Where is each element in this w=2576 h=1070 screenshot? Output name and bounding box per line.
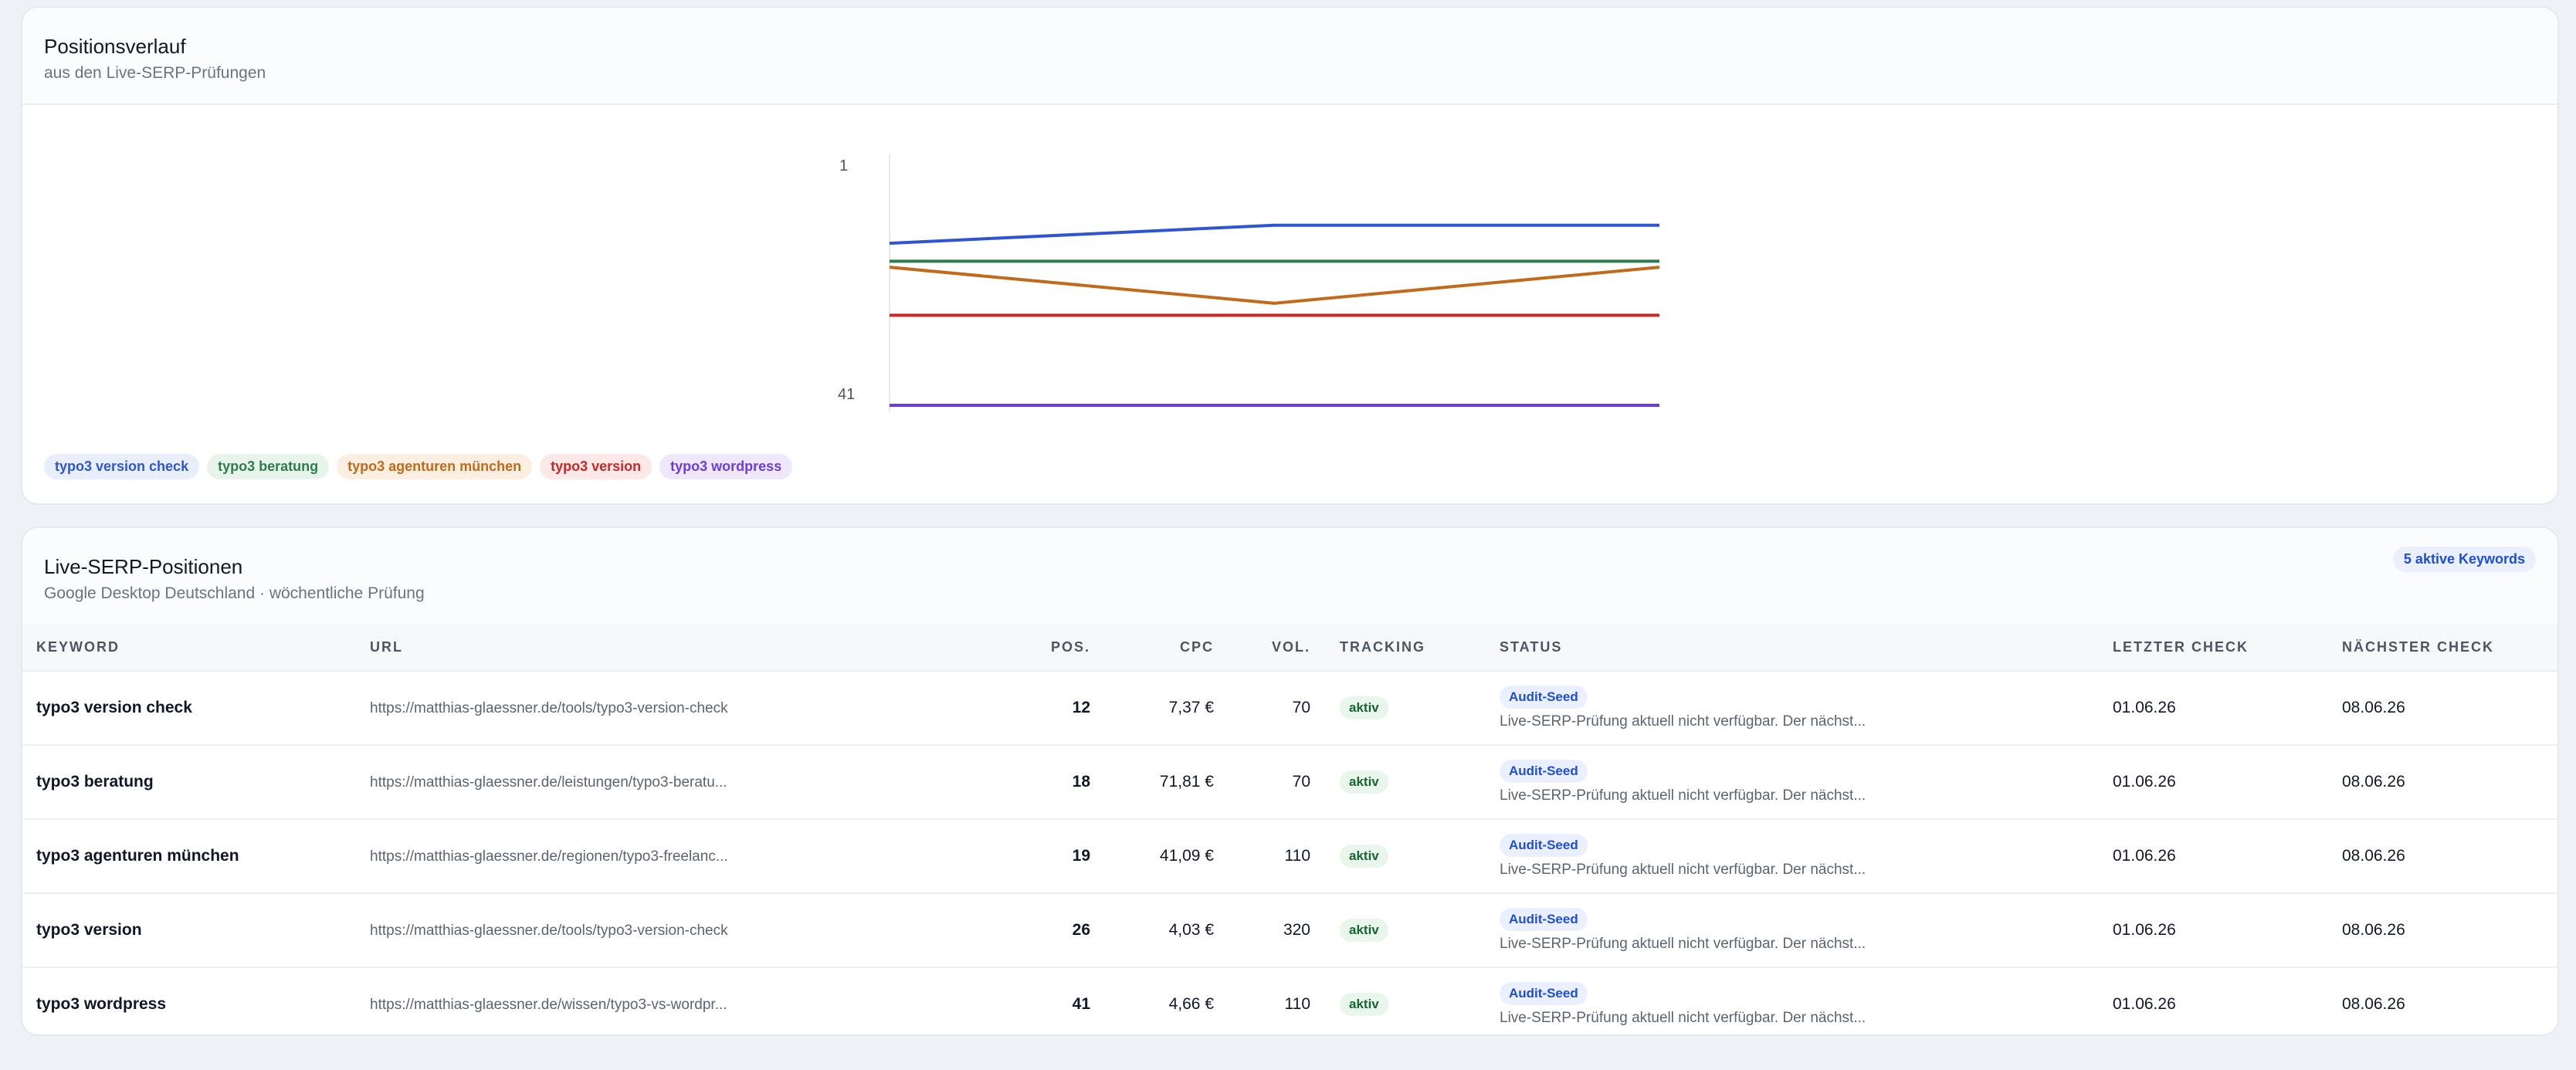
last-check-cell: 01.06.26 [2113,995,2176,1013]
volume-cell: 70 [1214,671,1310,746]
last-check-cell: 01.06.26 [2113,745,2342,820]
tracking-badge: aktiv [1340,696,1388,720]
chart-card-header: Positionsverlauf aus den Live-SERP-Prüfu… [22,8,2557,105]
position-cell: 41 [1072,995,1090,1013]
chart-subtitle: aus den Live-SERP-Prüfungen [44,64,266,82]
position-history-card: Positionsverlauf aus den Live-SERP-Prüfu… [21,6,2559,505]
status-text: Live-SERP-Prüfung aktuell nicht verfügba… [1500,862,1866,878]
volume-cell: 320 [1214,893,1310,968]
position-cell: 26 [998,893,1090,968]
url-link[interactable]: https://matthias-glaessner.de/regionen/t… [370,848,728,865]
last-check-cell: 01.06.26 [2113,819,2342,894]
cpc-cell: 41,09 € [1090,819,1214,894]
volume-cell: 110 [1214,819,1310,894]
status-badge: Audit-Seed [1500,834,1588,857]
url-link[interactable]: https://matthias-glaessner.de/leistungen… [370,774,727,791]
chart-title: Positionsverlauf [44,35,186,58]
legend-chip-3[interactable]: typo3 agenturen münchen [337,454,533,479]
col-next-check[interactable]: NÄCHSTER CHECK [2342,624,2557,672]
legend-chip-2[interactable]: typo3 beratung [207,454,330,479]
cpc-cell: 4,03 € [1090,893,1214,968]
position-cell: 18 [998,745,1090,820]
legend-chip-5[interactable]: typo3 wordpress [659,454,793,479]
url-link[interactable]: https://matthias-glaessner.de/tools/typo… [370,923,728,939]
col-url[interactable]: URL [370,624,998,672]
keyword-cell: typo3 agenturen münchen [36,847,239,865]
tracking-badge: aktiv [1340,993,1388,1016]
status-badge: Audit-Seed [1500,982,1588,1005]
table-row[interactable]: typo3 agenturen münchen https://matthias… [22,819,2557,894]
next-check-cell: 08.06.26 [2342,893,2557,968]
col-keyword[interactable]: KEYWORD [22,624,370,672]
table-card-header: Live-SERP-Positionen Google Desktop Deut… [22,528,2557,625]
active-keywords-badge: 5 aktive Keywords [2392,547,2536,572]
serp-positions-card: Live-SERP-Positionen Google Desktop Deut… [21,527,2559,1036]
tracking-badge: aktiv [1340,770,1388,794]
status-badge: Audit-Seed [1500,908,1588,931]
series-line-1 [889,223,1659,245]
table-row[interactable]: typo3 version https://matthias-glaessner… [22,893,2557,968]
col-last-check[interactable]: LETZTER CHECK [2113,624,2342,672]
status-text: Live-SERP-Prüfung aktuell nicht verfügba… [1500,936,1866,952]
col-status[interactable]: STATUS [1500,624,2113,672]
table-row[interactable]: typo3 wordpress https://matthias-glaessn… [22,967,2557,1034]
keyword-cell: typo3 wordpress [36,995,167,1013]
status-text: Live-SERP-Prüfung aktuell nicht verfügba… [1500,1010,1866,1026]
position-cell: 12 [998,671,1090,746]
legend-chip-1[interactable]: typo3 version check [44,454,200,479]
next-check-cell: 08.06.26 [2342,745,2557,820]
serp-table: KEYWORD URL POS. CPC VOL. TRACKING STATU… [22,624,2557,1034]
col-vol[interactable]: VOL. [1214,624,1310,672]
status-text: Live-SERP-Prüfung aktuell nicht verfügba… [1500,787,1866,804]
table-subtitle: Google Desktop Deutschland · wöchentlich… [44,584,425,602]
table-header-row: KEYWORD URL POS. CPC VOL. TRACKING STATU… [22,624,2557,672]
cpc-cell: 4,66 € [1168,995,1214,1013]
keyword-cell: typo3 version [36,921,142,939]
volume-cell: 110 [1284,995,1310,1013]
chart-legend: typo3 version check typo3 beratung typo3 a… [44,454,793,479]
y-tick-bottom: 41 [838,386,856,403]
legend-chip-4[interactable]: typo3 version [540,454,652,479]
cpc-cell: 7,37 € [1090,671,1214,746]
col-tracking[interactable]: TRACKING [1310,624,1500,672]
last-check-cell: 01.06.26 [2113,671,2342,746]
table-row[interactable]: typo3 version check https://matthias-gla… [22,671,2557,746]
position-cell: 19 [998,819,1090,894]
status-badge: Audit-Seed [1500,760,1588,783]
table-row[interactable]: typo3 beratung https://matthias-glaessne… [22,745,2557,820]
keyword-cell: typo3 version check [36,699,192,716]
keyword-cell: typo3 beratung [36,773,154,791]
next-check-cell: 08.06.26 [2342,995,2405,1013]
url-link[interactable]: https://matthias-glaessner.de/tools/typo… [370,700,728,716]
y-tick-top: 1 [839,157,849,174]
table-title: Live-SERP-Positionen [44,555,243,578]
tracking-badge: aktiv [1340,845,1388,868]
series-line-3 [889,266,1660,305]
col-cpc[interactable]: CPC [1090,624,1214,672]
next-check-cell: 08.06.26 [2342,819,2557,894]
url-link[interactable]: https://matthias-glaessner.de/wissen/typ… [370,997,727,1013]
cpc-cell: 71,81 € [1090,745,1214,820]
status-text: Live-SERP-Prüfung aktuell nicht verfügba… [1500,713,1866,730]
col-pos[interactable]: POS. [998,624,1090,672]
tracking-badge: aktiv [1340,919,1388,942]
position-line-chart [889,154,1660,411]
next-check-cell: 08.06.26 [2342,671,2557,746]
volume-cell: 70 [1214,745,1310,820]
last-check-cell: 01.06.26 [2113,893,2342,968]
status-badge: Audit-Seed [1500,686,1588,709]
